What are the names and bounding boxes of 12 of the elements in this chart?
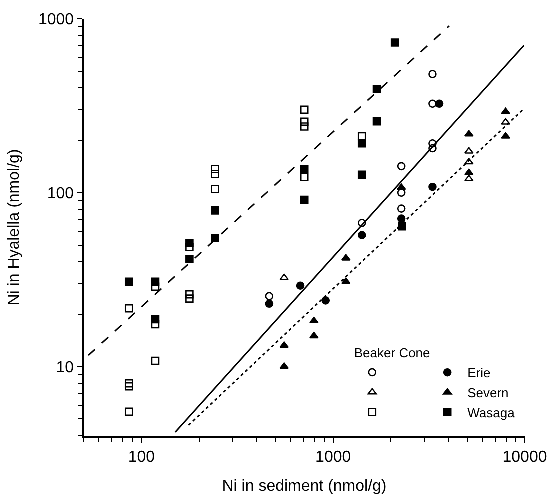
legend-title: Beaker Cone bbox=[354, 346, 430, 361]
x-axis-title: Ni in sediment (nmol/g) bbox=[222, 478, 387, 496]
x-tick-label: 100 bbox=[128, 448, 156, 466]
x-tick-label: 10000 bbox=[502, 448, 548, 466]
y-axis-title: Ni in Hyalella (nmol/g) bbox=[6, 149, 23, 306]
y-tick-label: 100 bbox=[47, 186, 74, 202]
y-tick-label: 1000 bbox=[38, 12, 74, 29]
x-tick-label: 1000 bbox=[316, 448, 352, 466]
legend-label: Wasaga bbox=[468, 405, 516, 420]
y-tick-label: 10 bbox=[56, 359, 74, 376]
legend-label: Erie bbox=[468, 366, 491, 381]
legend-label: Severn bbox=[468, 386, 509, 401]
